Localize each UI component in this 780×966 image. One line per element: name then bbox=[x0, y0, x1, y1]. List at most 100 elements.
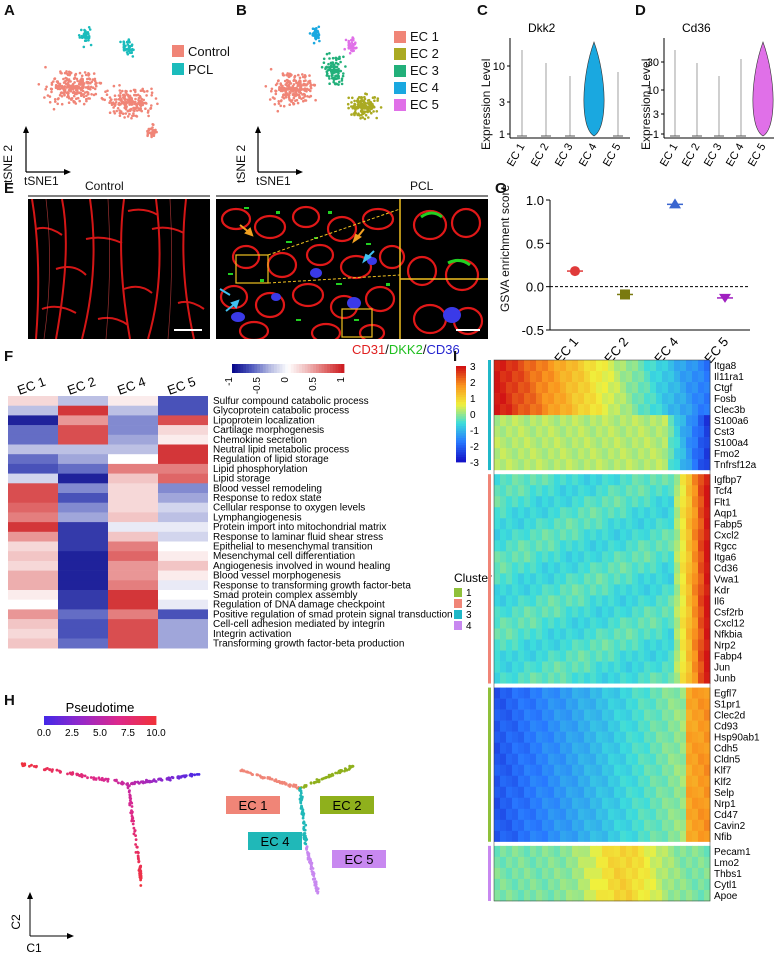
ec1-cell-point bbox=[282, 97, 286, 100]
ec2-cell-point bbox=[350, 101, 353, 104]
heatmap-cell bbox=[632, 415, 639, 427]
heatmap-cell bbox=[8, 415, 58, 426]
heatmap-cell bbox=[596, 448, 603, 460]
heatmap-cell bbox=[602, 753, 609, 766]
heatmap-cell bbox=[674, 830, 681, 843]
heatmap-cell bbox=[632, 819, 639, 832]
heatmap-cell bbox=[58, 396, 108, 406]
legend-swatch bbox=[394, 81, 406, 94]
heatmap-cell bbox=[644, 437, 651, 449]
control-cell-point bbox=[140, 100, 144, 104]
ec1-cell-point bbox=[281, 86, 284, 90]
heatmap-cell bbox=[590, 371, 597, 383]
colorbar-segment bbox=[456, 394, 466, 398]
heatmap-cell bbox=[536, 371, 543, 383]
pseudotime-colorbar-segment bbox=[74, 716, 78, 725]
heatmap-cell bbox=[680, 474, 687, 486]
ec1-cell-point bbox=[292, 96, 296, 100]
control-cell-point bbox=[55, 85, 59, 88]
ec2-cell-point bbox=[363, 107, 366, 110]
trajectory-cell-point bbox=[170, 775, 174, 779]
heatmap-cell bbox=[518, 573, 525, 585]
heatmap-cell bbox=[530, 573, 537, 585]
pseudotime-colorbar-segment bbox=[139, 716, 143, 725]
heatmap-cell bbox=[554, 867, 561, 880]
heatmap-cell bbox=[662, 584, 669, 596]
heatmap-cell bbox=[662, 437, 669, 449]
heatmap-cell bbox=[494, 437, 501, 449]
heatmap-cell bbox=[704, 584, 711, 596]
heatmap-cell bbox=[58, 619, 108, 630]
legend-label: EC 3 bbox=[410, 63, 439, 78]
heatmap-cell bbox=[578, 437, 585, 449]
trajectory-cell-point bbox=[129, 811, 133, 815]
trajectory-cell-point bbox=[176, 775, 180, 779]
heatmap-cell bbox=[692, 628, 699, 640]
heatmap-cell bbox=[542, 584, 549, 596]
heatmap-cell bbox=[686, 867, 693, 880]
trajectory-cell-point bbox=[78, 774, 81, 778]
heatmap-cell bbox=[530, 687, 537, 699]
heatmap-cell bbox=[662, 496, 669, 508]
gene-label: Rgcc bbox=[714, 541, 737, 552]
heatmap-cell bbox=[698, 459, 705, 471]
heatmap-cell bbox=[548, 393, 555, 405]
heatmap-cell bbox=[668, 764, 675, 777]
heatmap-cell bbox=[590, 426, 597, 438]
heatmap-cell bbox=[542, 573, 549, 585]
heatmap-cell bbox=[632, 360, 639, 372]
heatmap-cell bbox=[536, 584, 543, 596]
heatmap-cell bbox=[572, 573, 579, 585]
heatmap-cell bbox=[596, 437, 603, 449]
heatmap-row-label: Glycoprotein catabolic process bbox=[213, 406, 349, 417]
heatmap-cell bbox=[698, 720, 705, 732]
branch-label-box bbox=[320, 796, 374, 814]
heatmap-cell bbox=[58, 512, 108, 523]
trajectory-cell-point bbox=[294, 785, 297, 789]
heatmap-cell bbox=[686, 878, 693, 891]
control-cell-point bbox=[121, 101, 125, 105]
heatmap-cell bbox=[644, 584, 651, 596]
heatmap-cell bbox=[578, 819, 585, 832]
colorbar-tick-label: -1 bbox=[470, 426, 479, 437]
heatmap-cell bbox=[572, 404, 579, 416]
branch-label-ec-5: EC 5 bbox=[345, 852, 374, 867]
ec1-cell-point bbox=[278, 87, 282, 90]
pseudotime-colorbar-segment bbox=[77, 716, 81, 725]
heatmap-cell bbox=[548, 617, 555, 629]
heatmap-cell bbox=[548, 371, 555, 383]
heatmap-cell bbox=[554, 393, 561, 405]
heatmap-cell bbox=[698, 426, 705, 438]
pseudotime-colorbar-segment bbox=[108, 716, 112, 725]
heatmap-cell bbox=[108, 570, 158, 581]
heatmap-cell bbox=[632, 731, 639, 743]
trajectory-cell-point bbox=[284, 782, 288, 785]
heatmap-cell bbox=[8, 425, 58, 436]
heatmap-cell bbox=[554, 808, 561, 821]
control-cell-point bbox=[152, 134, 156, 137]
ec2-cell-point bbox=[370, 111, 373, 115]
heatmap-cell bbox=[500, 628, 507, 640]
legend-swatch bbox=[172, 63, 184, 75]
heatmap-cell bbox=[680, 584, 687, 596]
heatmap-cell bbox=[662, 617, 669, 629]
heatmap-cell bbox=[560, 382, 567, 394]
heatmap-cell bbox=[548, 595, 555, 607]
heatmap-cell bbox=[560, 415, 567, 427]
heatmap-cell bbox=[560, 639, 567, 651]
heatmap-cell bbox=[680, 698, 687, 710]
heatmap-cell bbox=[554, 819, 561, 832]
heatmap-cell bbox=[596, 742, 603, 754]
heatmap-cell bbox=[656, 889, 663, 902]
heatmap-cell bbox=[500, 742, 507, 754]
heatmap-cell bbox=[620, 371, 627, 383]
heatmap-cell bbox=[698, 448, 705, 460]
heatmap-cell bbox=[512, 856, 519, 869]
heatmap-cell bbox=[674, 404, 681, 416]
heatmap-cell bbox=[632, 830, 639, 843]
panel-g-label: G bbox=[495, 180, 507, 197]
violin-shape-ec-5 bbox=[752, 41, 774, 137]
heatmap-cell bbox=[608, 360, 615, 372]
trajectory-cell-point bbox=[51, 768, 54, 772]
control-cell-point bbox=[142, 98, 145, 102]
